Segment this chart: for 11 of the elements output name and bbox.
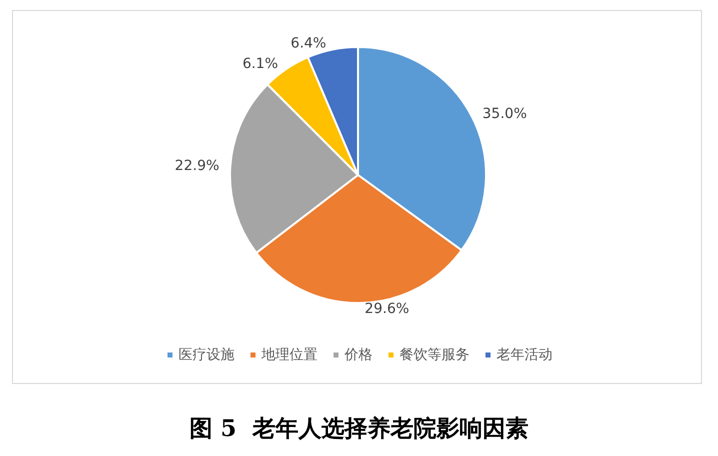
- legend-label: 医疗设施: [178, 347, 234, 363]
- text: 图 5 老年人选择养老院影响因素: [189, 415, 529, 442]
- legend-label: 老年活动: [496, 347, 552, 363]
- data-label: 22.9%: [174, 158, 220, 174]
- data-label: 35.0%: [482, 106, 527, 122]
- legend-label: 价格: [344, 347, 372, 363]
- data-label: 6.1%: [242, 56, 278, 72]
- legend-label: 地理位置: [260, 347, 318, 363]
- legend-label: 餐饮等服务: [400, 347, 470, 363]
- data-label: 6.4%: [290, 36, 326, 52]
- data-label: 29.6%: [364, 300, 410, 317]
